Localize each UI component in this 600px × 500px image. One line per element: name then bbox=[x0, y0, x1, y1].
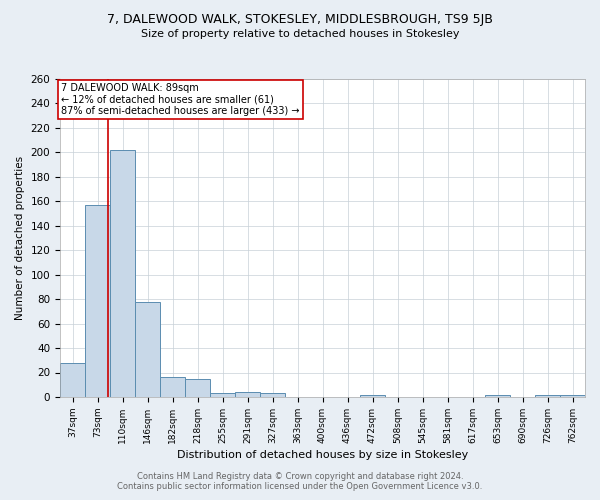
Bar bbox=[85, 205, 110, 397]
Bar bbox=[260, 394, 285, 397]
Bar bbox=[60, 362, 85, 397]
Text: 7 DALEWOOD WALK: 89sqm
← 12% of detached houses are smaller (61)
87% of semi-det: 7 DALEWOOD WALK: 89sqm ← 12% of detached… bbox=[61, 82, 300, 116]
Bar bbox=[185, 378, 210, 397]
Bar bbox=[235, 392, 260, 397]
Bar bbox=[485, 394, 510, 397]
Bar bbox=[110, 150, 135, 397]
Text: Size of property relative to detached houses in Stokesley: Size of property relative to detached ho… bbox=[141, 29, 459, 39]
Bar bbox=[135, 302, 160, 397]
Text: Contains HM Land Registry data © Crown copyright and database right 2024.
Contai: Contains HM Land Registry data © Crown c… bbox=[118, 472, 482, 491]
X-axis label: Distribution of detached houses by size in Stokesley: Distribution of detached houses by size … bbox=[177, 450, 468, 460]
Bar bbox=[560, 394, 585, 397]
Bar bbox=[535, 394, 560, 397]
Bar bbox=[360, 394, 385, 397]
Y-axis label: Number of detached properties: Number of detached properties bbox=[15, 156, 25, 320]
Bar bbox=[210, 394, 235, 397]
Bar bbox=[160, 378, 185, 397]
Text: 7, DALEWOOD WALK, STOKESLEY, MIDDLESBROUGH, TS9 5JB: 7, DALEWOOD WALK, STOKESLEY, MIDDLESBROU… bbox=[107, 12, 493, 26]
